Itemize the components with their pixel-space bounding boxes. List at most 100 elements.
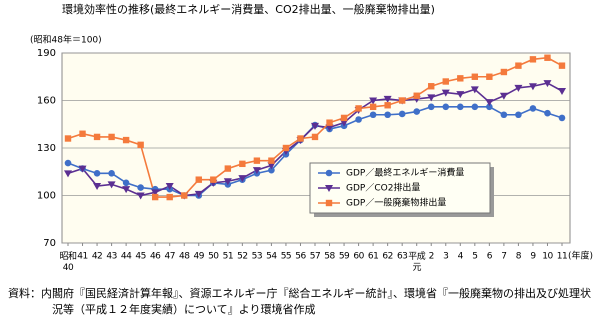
data-point: [166, 193, 173, 201]
data-point: [122, 136, 130, 144]
data-point: [340, 114, 348, 122]
data-point: [64, 170, 72, 178]
x-tick-label: 44: [121, 252, 132, 262]
legend-marker: [325, 199, 333, 207]
x-tick-label: 5: [472, 252, 477, 262]
data-point: [384, 102, 391, 109]
data-point: [151, 193, 159, 201]
x-tick-label: 47: [164, 252, 174, 262]
data-point: [442, 78, 449, 85]
data-point: [297, 135, 304, 142]
data-point: [558, 114, 566, 122]
x-tick-label: 61: [368, 252, 378, 262]
data-point: [514, 84, 523, 92]
data-point: [486, 73, 493, 80]
x-tick-label: 3: [443, 252, 448, 262]
data-point: [267, 162, 276, 170]
x-tick-label: 6: [487, 252, 493, 262]
data-point: [93, 133, 101, 141]
x-tick-label: 42: [92, 252, 102, 262]
x-tick-label: 62: [382, 252, 392, 262]
data-point: [369, 111, 377, 119]
x-tick-label: 52: [237, 252, 247, 262]
chart-title: 環境効率性の推移(最終エネルギー消費量、CO2排出量、一般廃棄物排出量): [62, 2, 435, 16]
data-point: [181, 192, 188, 199]
x-tick-label: 9: [530, 252, 536, 262]
legend-marker: [325, 185, 333, 192]
data-point: [529, 56, 537, 63]
data-point: [282, 144, 290, 152]
data-point: [499, 92, 508, 100]
data-point: [456, 91, 465, 99]
x-tick-label: 8: [516, 252, 522, 262]
data-point: [558, 88, 566, 95]
data-point: [137, 141, 144, 149]
data-point: [471, 73, 479, 80]
data-point: [398, 97, 406, 104]
data-point: [558, 62, 566, 69]
data-point: [151, 189, 160, 197]
x-tick-label: 54: [266, 252, 277, 262]
data-point: [325, 124, 334, 132]
legend-label: GDP／CO2排出量: [346, 182, 420, 194]
data-point: [427, 103, 435, 111]
x-tick-label: 10: [542, 252, 553, 262]
data-point: [107, 181, 116, 189]
data-point: [384, 111, 391, 119]
data-point: [340, 119, 349, 127]
y-axis-label: (昭和48年＝100): [30, 34, 102, 46]
data-point: [457, 75, 464, 82]
data-point: [136, 192, 145, 200]
data-point: [355, 116, 362, 123]
y-tick-label: 190: [37, 48, 56, 59]
legend-marker: [325, 169, 333, 177]
data-point: [64, 159, 72, 167]
x-tick-label: 57: [310, 252, 320, 262]
x-tick-label: 11: [557, 252, 567, 262]
x-tick-label: 63: [397, 252, 407, 262]
x-tick-label: 4: [458, 252, 464, 262]
data-point: [122, 186, 131, 194]
data-point: [195, 176, 202, 183]
data-point: [224, 165, 232, 172]
data-point: [268, 166, 275, 174]
data-point: [456, 103, 464, 111]
data-point: [223, 178, 232, 186]
x-tick-label: 48: [179, 252, 190, 262]
data-point: [369, 97, 378, 105]
x-axis-label: (年度): [568, 250, 593, 262]
x-tick-label: 46: [150, 252, 161, 262]
x-tick-label: 平成元: [408, 250, 426, 273]
data-point: [485, 99, 494, 107]
x-tick-label: 45: [135, 252, 145, 262]
data-point: [413, 92, 420, 99]
source-note: 資料：内閣府『国民経済計算年報』、資源エネルギー庁『総合エネルギー統計』、環境省…: [8, 287, 591, 316]
data-point: [108, 133, 115, 141]
data-point: [398, 110, 406, 118]
data-point: [239, 160, 246, 168]
data-point: [79, 130, 86, 137]
data-point: [64, 135, 72, 142]
data-point: [515, 111, 522, 119]
data-point: [528, 83, 537, 91]
legend-label: GDP／一般廃棄物排出量: [346, 197, 446, 209]
data-point: [442, 103, 450, 111]
data-point: [427, 94, 436, 102]
y-tick-label: 130: [37, 143, 56, 154]
x-tick-label: 53: [252, 252, 262, 262]
data-point: [93, 170, 101, 177]
data-point: [428, 83, 435, 90]
data-point: [252, 167, 261, 175]
data-point: [515, 62, 522, 69]
data-point: [544, 109, 551, 117]
data-point: [122, 179, 130, 187]
data-point: [471, 103, 479, 111]
data-point: [326, 119, 333, 126]
data-point: [137, 184, 144, 191]
x-tick-label: 58: [324, 252, 335, 262]
data-point: [413, 108, 421, 115]
data-point: [165, 183, 174, 190]
x-tick-label: 51: [223, 252, 233, 262]
data-point: [311, 133, 319, 141]
